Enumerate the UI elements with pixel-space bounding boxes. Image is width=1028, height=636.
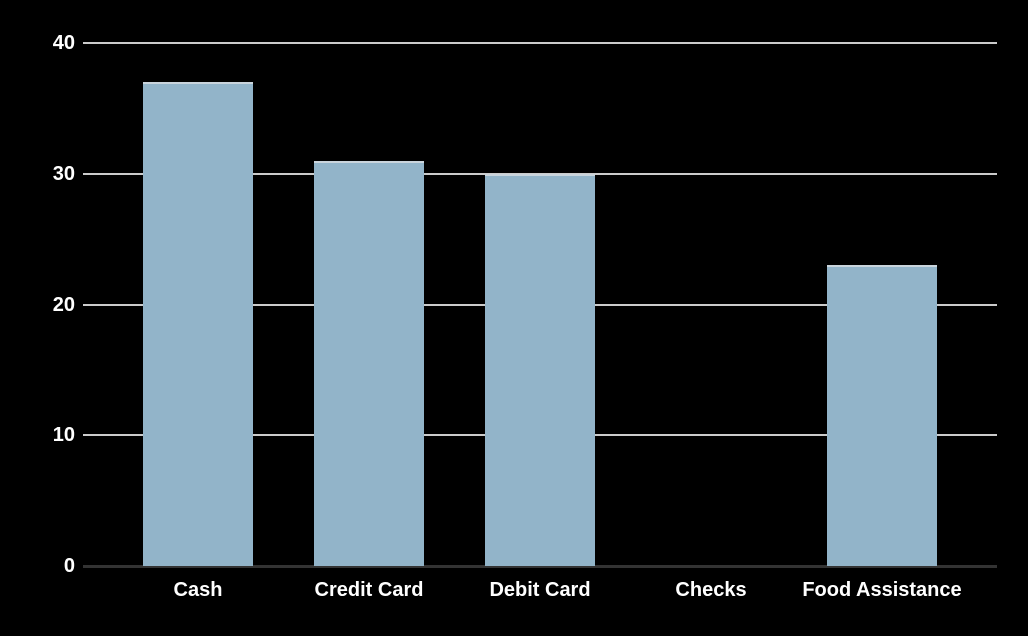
bar-food-assistance — [827, 265, 937, 566]
x-axis-category-label: Cash — [173, 579, 223, 601]
gridline-40 — [83, 42, 997, 44]
x-axis-category-label: Debit Card — [489, 579, 591, 601]
y-axis-tick-label: 20 — [52, 293, 75, 316]
x-axis-line — [83, 565, 997, 568]
y-axis-tick-label: 40 — [52, 32, 75, 54]
bar-credit-card — [314, 160, 424, 566]
y-axis-tick-label: 10 — [52, 424, 75, 447]
y-axis-tick-label: 0 — [63, 555, 75, 577]
bar-debit-card — [485, 173, 595, 566]
bar-cash — [143, 82, 253, 566]
x-axis-category-label: Checks — [675, 579, 747, 601]
x-axis-category-label: Credit Card — [314, 579, 424, 601]
y-axis-tick-label: 30 — [52, 162, 75, 185]
x-axis-category-label: Food Assistance — [802, 579, 962, 601]
